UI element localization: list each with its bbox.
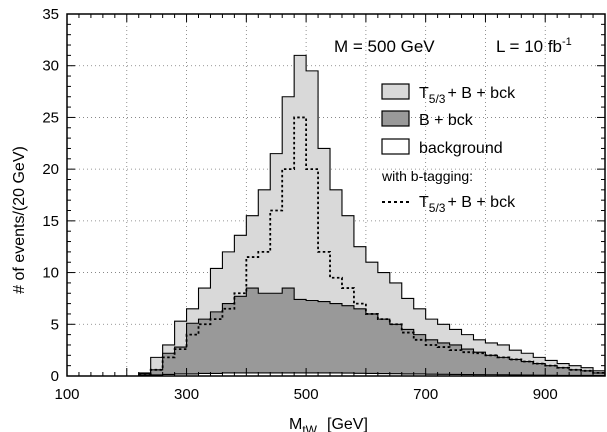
plot-frame — [66, 13, 606, 377]
legend-swatch-signal — [381, 83, 410, 100]
legend-label-b-bck: B + bck — [419, 112, 474, 129]
x-tick-label: 100 — [54, 386, 79, 403]
x-axis-title: MtW [GeV] — [289, 416, 368, 432]
x-tick-label: 500 — [294, 386, 319, 403]
histogram-series — [138, 54, 606, 377]
y-tick-label: 15 — [42, 213, 59, 230]
legend-swatch-background — [381, 138, 410, 155]
luminosity-annotation: L = 10 fb-1 — [496, 36, 572, 56]
y-tick-label: 10 — [42, 265, 59, 282]
x-tick-label: 900 — [533, 386, 558, 403]
y-tick-label: 25 — [42, 109, 59, 126]
luminosity-exponent: -1 — [562, 36, 572, 48]
legend: T5/3 + B + bck B + bck background with b-… — [381, 83, 516, 215]
y-tick-label: 0 — [51, 368, 59, 385]
luminosity-main: L = 10 fb — [496, 37, 562, 56]
x-tick-label: 300 — [174, 386, 199, 403]
legend-label-background: background — [419, 140, 503, 157]
mass-annotation: M = 500 GeV — [334, 37, 435, 56]
y-tick-label: 5 — [51, 316, 59, 333]
legend-label-dotted: T5/3 + B + bck — [419, 194, 516, 215]
axis-ticks: 100 300 500 700 900 0 5 10 15 20 25 30 35 — [42, 6, 606, 403]
y-axis-title: # of events/(20 GeV) — [11, 146, 28, 294]
legend-label-signal: T5/3 + B + bck — [419, 85, 516, 106]
legend-subheader-btag: with b-tagging: — [381, 168, 473, 184]
y-tick-label: 30 — [42, 58, 59, 75]
x-tick-label: 700 — [413, 386, 438, 403]
y-tick-label: 20 — [42, 161, 59, 178]
series-btag-dotted — [138, 116, 605, 375]
legend-swatch-b-bck — [381, 110, 410, 127]
y-tick-label: 35 — [42, 6, 59, 23]
